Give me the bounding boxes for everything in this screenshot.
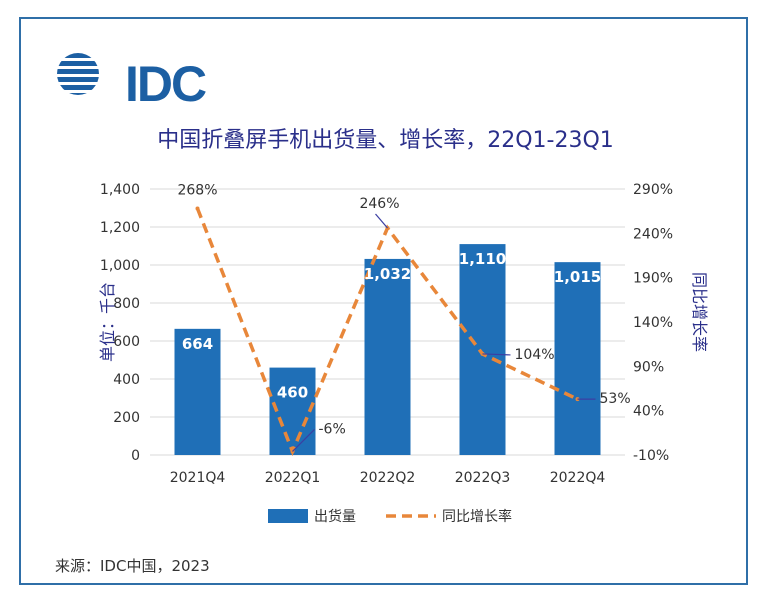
idc-globe-icon xyxy=(57,53,99,95)
y-tick-label: 400 xyxy=(113,372,140,388)
y-tick-label: 200 xyxy=(113,410,140,426)
bar xyxy=(174,328,221,455)
y-tick-label: 1,200 xyxy=(100,220,140,236)
idc-logo: IDC xyxy=(43,41,207,109)
x-tick-label: 2022Q2 xyxy=(360,470,416,486)
legend-line-label: 同比增长率 xyxy=(442,508,512,525)
bar xyxy=(459,244,506,455)
bar xyxy=(364,258,411,455)
bar xyxy=(554,262,601,455)
y-tick-label: 600 xyxy=(113,334,140,350)
line-value-label: 53% xyxy=(600,391,631,407)
y2-tick-label: 140% xyxy=(633,315,673,331)
legend-bar-swatch xyxy=(268,509,308,523)
idc-logo-text: IDC xyxy=(125,56,207,112)
y2-tick-label: 40% xyxy=(633,404,664,420)
axes: 0 200 400 600 800 1,000 1,200 1,400 -10% 40% 90% 14… xyxy=(98,182,709,486)
line-value-label: 104% xyxy=(515,347,555,363)
y2-tick-label: 290% xyxy=(633,182,673,198)
line-value-label: 246% xyxy=(359,196,399,212)
line-value-label: -6% xyxy=(319,421,346,437)
y2-tick-label: 190% xyxy=(633,271,673,287)
bar-value-label: 1,032 xyxy=(364,265,411,283)
chart-frame: IDC 中国折叠屏手机出货量、增长率，22Q1-23Q1 来源：IDC中国，20… xyxy=(19,17,748,585)
bar-value-label: 1,015 xyxy=(554,268,601,286)
chart-title: 中国折叠屏手机出货量、增长率，22Q1-23Q1 xyxy=(157,128,614,153)
y2-tick-label: -10% xyxy=(633,448,669,464)
label-leader-line xyxy=(292,429,315,452)
y2-axis-title: 同比增长率 xyxy=(690,272,709,352)
label-leader-line xyxy=(482,353,511,356)
y-tick-label: 0 xyxy=(131,448,140,464)
bar-value-label: 664 xyxy=(182,335,213,353)
y2-tick-label: 90% xyxy=(633,359,664,375)
y-tick-label: 800 xyxy=(113,296,140,312)
label-leader-line xyxy=(375,213,388,229)
y2-tick-label: 240% xyxy=(633,226,673,242)
y-axis-title: 单位：千台 xyxy=(98,282,117,362)
x-tick-label: 2022Q1 xyxy=(265,470,321,486)
bar-series xyxy=(174,244,601,455)
x-tick-label: 2022Q4 xyxy=(550,470,606,486)
source-note: 来源：IDC中国，2023 xyxy=(55,557,210,575)
chart-legend: 出货量 同比增长率 xyxy=(268,508,512,525)
line-value-label: 268% xyxy=(177,183,217,199)
legend-bar-label: 出货量 xyxy=(314,508,356,525)
bar-value-label: 460 xyxy=(277,384,308,402)
x-tick-label: 2022Q3 xyxy=(455,470,511,486)
y-tick-label: 1,400 xyxy=(100,182,140,198)
bar-value-label: 1,110 xyxy=(459,250,506,268)
x-tick-label: 2021Q4 xyxy=(170,470,226,486)
y-tick-label: 1,000 xyxy=(100,258,140,274)
line-point xyxy=(195,206,200,211)
data-labels: 664 460 1,032 1,110 1,015 268% -6% 246% 104% 53% xyxy=(177,183,631,452)
